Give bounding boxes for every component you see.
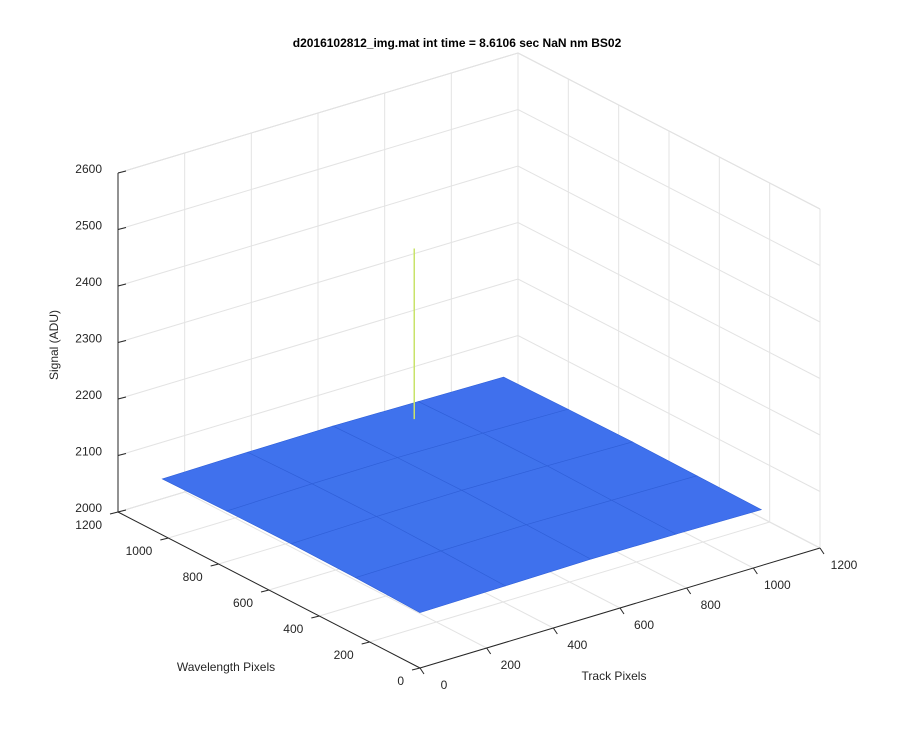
surface-patch <box>354 550 507 613</box>
y-tick <box>361 641 370 645</box>
x-tick-label: 600 <box>634 618 654 632</box>
z-tick <box>117 283 127 287</box>
x-tick <box>419 667 425 675</box>
z-axis-label: Signal (ADU) <box>47 310 61 380</box>
grid-line <box>117 108 821 266</box>
z-tick <box>117 170 127 174</box>
y-tick-label: 0 <box>397 674 404 688</box>
grid-line <box>117 221 821 379</box>
z-tick-label: 2400 <box>75 275 102 289</box>
y-tick <box>311 615 320 619</box>
grid-line <box>117 334 821 492</box>
y-tick <box>210 563 219 567</box>
x-tick <box>486 647 492 655</box>
z-tick-label: 2000 <box>75 501 102 515</box>
y-tick-label: 1200 <box>75 518 102 532</box>
y-tick-label: 1000 <box>126 544 153 558</box>
surface <box>161 248 763 613</box>
x-tick <box>619 607 625 615</box>
z-tick <box>117 453 127 456</box>
x-tick-label: 200 <box>501 658 521 672</box>
z-tick <box>117 396 127 400</box>
x-tick-label: 1000 <box>764 578 791 592</box>
x-tick-label: 800 <box>701 598 721 612</box>
y-tick <box>109 511 119 515</box>
x-tick <box>819 547 825 555</box>
y-tick <box>411 667 421 671</box>
grid-line <box>117 278 821 436</box>
axes: 0 200 400 600 800 1000 1200 0 200 400 600 800 1000 12… <box>75 162 857 692</box>
z-tick <box>117 227 127 230</box>
z-tick-label: 2500 <box>75 219 102 233</box>
y-tick-label: 200 <box>334 648 354 662</box>
grid-line <box>117 52 821 210</box>
z-tick-label: 2200 <box>75 388 102 402</box>
x-axis-label: Track Pixels <box>582 669 647 683</box>
x-tick-label: 0 <box>441 678 448 692</box>
y-axis-label: Wavelength Pixels <box>177 660 275 674</box>
z-tick-label: 2100 <box>75 445 102 459</box>
y-tick-label: 600 <box>233 596 253 610</box>
y-tick-label: 400 <box>283 622 303 636</box>
grid-line <box>117 165 821 323</box>
x-tick-label: 400 <box>567 638 587 652</box>
z-tick <box>117 340 127 343</box>
x-tick-label: 1200 <box>831 558 858 572</box>
y-tick-label: 800 <box>183 570 203 584</box>
x-tick <box>552 627 558 635</box>
y-tick <box>260 589 270 593</box>
x-tick <box>752 567 758 575</box>
chart-title: d2016102812_img.mat int time = 8.6106 se… <box>293 36 622 50</box>
z-tick-label: 2600 <box>75 162 102 176</box>
z-tick-label: 2300 <box>75 332 102 346</box>
x-tick <box>686 587 692 595</box>
z-tick <box>117 509 127 513</box>
y-tick <box>160 537 169 541</box>
